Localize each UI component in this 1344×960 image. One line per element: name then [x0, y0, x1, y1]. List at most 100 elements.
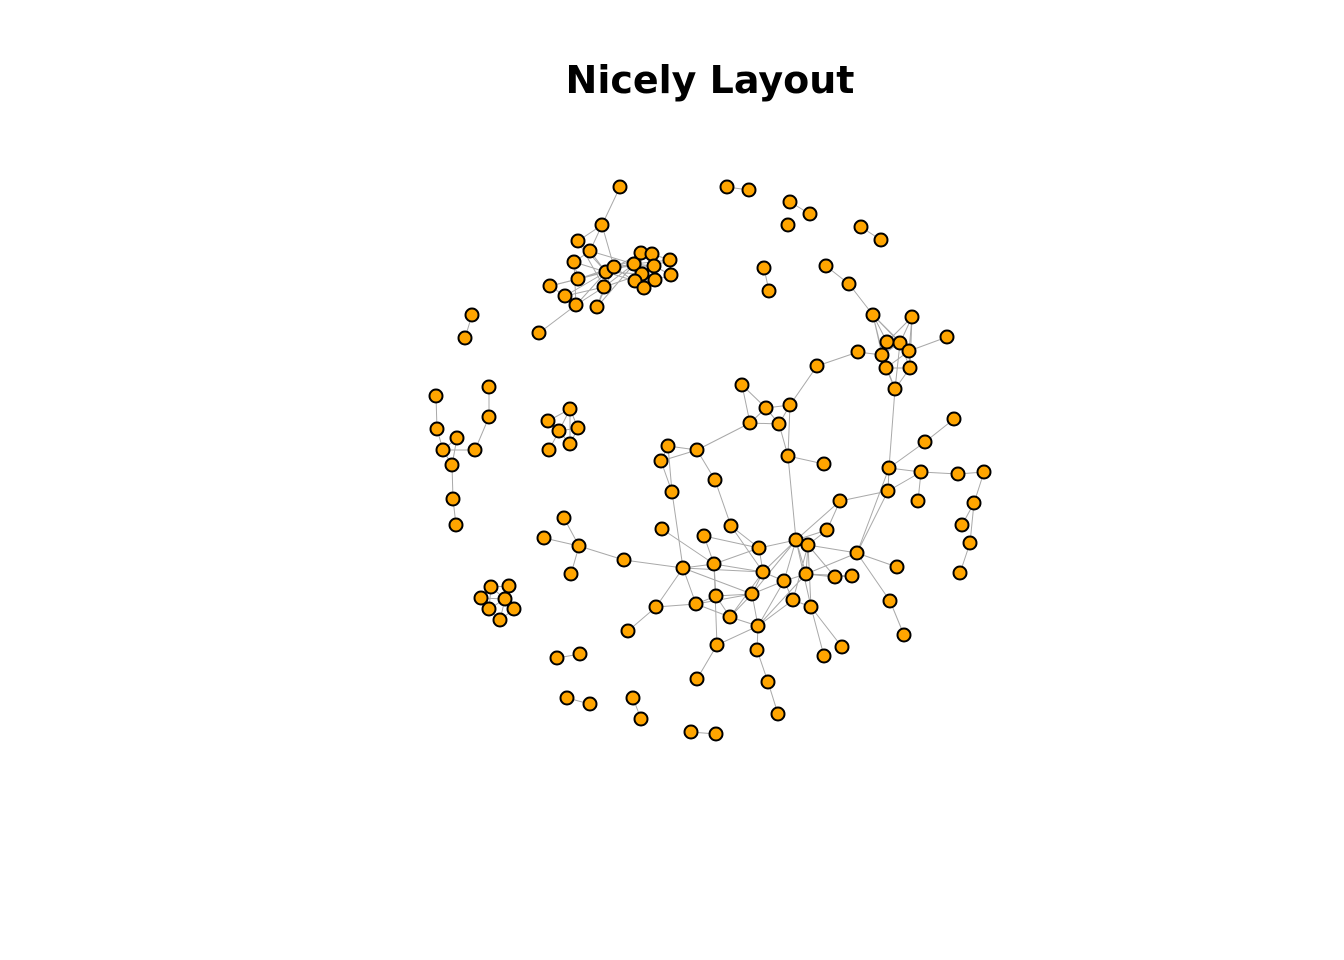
graph-node: [829, 571, 842, 584]
graph-node: [662, 440, 675, 453]
graph-node: [709, 474, 722, 487]
graph-node: [494, 614, 507, 627]
graph-node: [543, 444, 556, 457]
graph-node: [638, 282, 651, 295]
graph-node: [596, 219, 609, 232]
graph-node: [553, 425, 566, 438]
graph-node: [627, 692, 640, 705]
graph-node: [483, 381, 496, 394]
graph-node: [802, 539, 815, 552]
graph-node: [564, 403, 577, 416]
edges-layer: [436, 187, 984, 734]
graph-edge: [697, 423, 750, 450]
graph-node: [883, 462, 896, 475]
graph-node: [584, 245, 597, 258]
graph-node: [852, 346, 865, 359]
graph-node: [677, 562, 690, 575]
graph-node: [952, 468, 965, 481]
graph-node: [912, 495, 925, 508]
graph-node: [904, 362, 917, 375]
graph-node: [711, 639, 724, 652]
graph-node: [818, 458, 831, 471]
graph-node: [880, 362, 893, 375]
graph-node: [614, 181, 627, 194]
graph-node: [533, 327, 546, 340]
graph-node: [574, 648, 587, 661]
graph-node: [691, 673, 704, 686]
graph-node: [867, 309, 880, 322]
graph-node: [753, 542, 766, 555]
graph-node: [710, 590, 723, 603]
graph-node: [466, 309, 479, 322]
graph-node: [778, 575, 791, 588]
graph-node: [919, 436, 932, 449]
graph-node: [834, 495, 847, 508]
graph-node: [564, 438, 577, 451]
graph-node: [685, 726, 698, 739]
graph-edge: [811, 607, 824, 656]
graph-node: [804, 208, 817, 221]
graph-node: [800, 568, 813, 581]
graph-node: [655, 455, 668, 468]
graph-node: [437, 444, 450, 457]
graph-node: [665, 269, 678, 282]
graph-edge: [857, 553, 890, 601]
graph-edge: [788, 456, 796, 540]
graph-node: [751, 644, 764, 657]
graph-node: [572, 273, 585, 286]
graph-node: [691, 444, 704, 457]
graph-node: [710, 728, 723, 741]
graph-node: [758, 262, 771, 275]
graph-node: [618, 554, 631, 567]
graph-node: [784, 399, 797, 412]
graph-node: [559, 290, 572, 303]
graph-node: [724, 611, 737, 624]
graph-node: [881, 336, 894, 349]
graph-node: [551, 652, 564, 665]
graph-edge: [811, 607, 842, 647]
graph-node: [820, 260, 833, 273]
graph-node: [846, 570, 859, 583]
graph-node: [608, 261, 621, 274]
graph-node: [821, 524, 834, 537]
graph-node: [483, 603, 496, 616]
graph-node: [782, 219, 795, 232]
graph-node: [805, 601, 818, 614]
graph-node: [572, 422, 585, 435]
graph-node: [763, 285, 776, 298]
graph-node: [760, 402, 773, 415]
graph-node: [773, 418, 786, 431]
graph-node: [903, 345, 916, 358]
graph-node: [572, 235, 585, 248]
graph-node: [978, 466, 991, 479]
graph-node: [855, 221, 868, 234]
graph-node: [542, 415, 555, 428]
graph-node: [591, 301, 604, 314]
graph-node: [725, 520, 738, 533]
graph-node: [968, 497, 981, 510]
graph-node: [836, 641, 849, 654]
graph-node: [650, 601, 663, 614]
graph-edge: [672, 492, 683, 568]
graph-node: [757, 566, 770, 579]
graph-node: [884, 595, 897, 608]
graph-node: [889, 383, 902, 396]
graph-node: [430, 390, 443, 403]
graph-node: [503, 580, 516, 593]
graph-node: [898, 629, 911, 642]
graph-node: [622, 625, 635, 638]
graph-node: [708, 558, 721, 571]
graph-edge: [857, 468, 889, 553]
graph-node: [752, 620, 765, 633]
graph-node: [483, 411, 496, 424]
graph-node: [666, 486, 679, 499]
graph-node: [875, 234, 888, 247]
graph-node: [646, 248, 659, 261]
graph-node: [656, 523, 669, 536]
graph-node: [746, 588, 759, 601]
graph-node: [891, 561, 904, 574]
graph-node: [843, 278, 856, 291]
graph-node: [762, 676, 775, 689]
graph-node: [451, 432, 464, 445]
